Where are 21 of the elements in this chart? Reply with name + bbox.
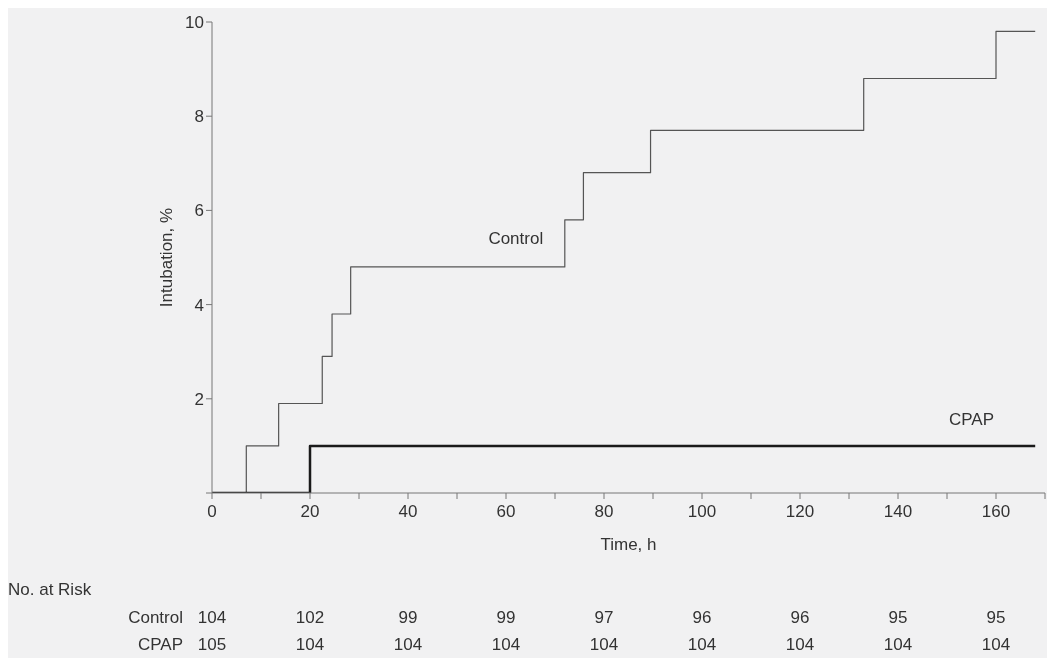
y-tick-label: 4 xyxy=(194,295,204,315)
x-axis-title: Time, h xyxy=(600,535,657,554)
y-tick-label: 8 xyxy=(194,107,204,127)
x-tick-label: 60 xyxy=(496,502,516,521)
y-tick-label: 6 xyxy=(194,201,204,221)
text: Control 104 102 99 99 97 96 96 95 95 xyxy=(128,608,1006,627)
x-tick-label: 140 xyxy=(883,502,913,521)
text: CPAP 105 104 104 104 104 104 104 104 104 xyxy=(137,635,1011,654)
y-axis-title: Intubation, % xyxy=(157,207,177,308)
x-tick-label: 20 xyxy=(300,502,320,521)
text: No. at Risk xyxy=(8,580,92,600)
series-label: Control xyxy=(488,228,544,249)
series-label: CPAP xyxy=(948,409,995,430)
y-tick-label: 10 xyxy=(185,13,204,33)
y-tick-label: 2 xyxy=(194,389,204,409)
x-tick-label: 160 xyxy=(981,502,1011,521)
x-tick-label: 100 xyxy=(687,502,717,521)
x-tick-label: 80 xyxy=(594,502,614,521)
x-tick-label: 0 xyxy=(207,502,217,521)
x-tick-label: 40 xyxy=(398,502,418,521)
x-tick-label: 120 xyxy=(785,502,815,521)
